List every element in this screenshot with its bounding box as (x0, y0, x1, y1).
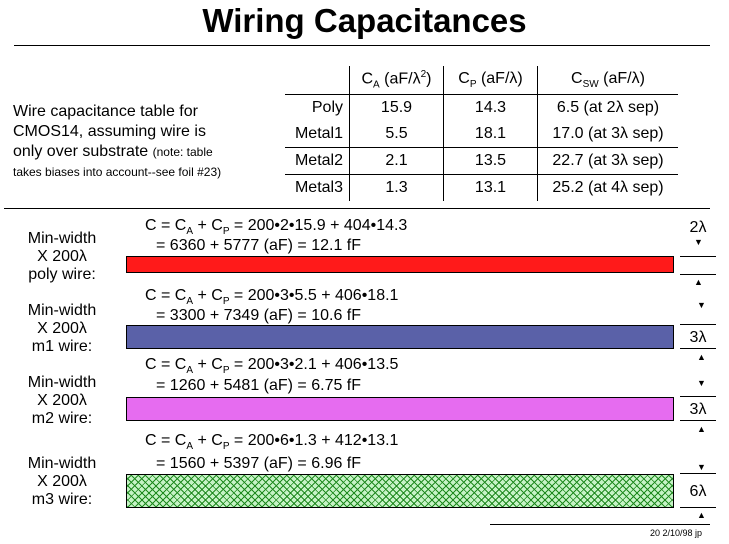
cell-cp: 13.5 (443, 147, 538, 175)
table-description: Wire capacitance table for CMOS14, assum… (13, 102, 283, 182)
arrow-up-icon: ▲ (697, 510, 706, 520)
dimension-tick (680, 396, 716, 397)
equation-m3-line1: C = CA + CP = 200•6•1.3 + 412•13.1 (145, 432, 399, 453)
description-note-continued: takes biases into account--see foil #23) (13, 165, 222, 179)
description-note: (note: table (152, 145, 213, 159)
cell-csw: 25.2 (at 4λ sep) (537, 174, 678, 201)
header-csw: CSW (aF/λ) (537, 66, 678, 95)
dimension-tick (680, 507, 716, 508)
arrow-down-icon: ▼ (697, 378, 706, 388)
dimension-tick (680, 473, 716, 474)
cell-csw: 22.7 (at 3λ sep) (537, 147, 678, 175)
arrow-up-icon: ▲ (694, 277, 703, 287)
table-header-row: CA (aF/λ2) CP (aF/λ) CSW (aF/λ) (285, 66, 678, 95)
table-row: Metal2 2.1 13.5 22.7 (at 3λ sep) (285, 147, 678, 175)
cell-csw: 6.5 (at 2λ sep) (537, 94, 678, 121)
m1-wire-bar (126, 325, 674, 349)
arrow-up-icon: ▲ (697, 424, 706, 434)
footer-text: 20 2/10/98 jp (650, 528, 703, 538)
table-row: Poly 15.9 14.3 6.5 (at 2λ sep) (285, 94, 678, 121)
width-label-m1: 3λ (689, 329, 707, 346)
dimension-tick (680, 256, 716, 257)
equation-m2-line2: = 1260 + 5481 (aF) = 6.75 fF (156, 377, 362, 394)
table-row: Metal1 5.5 18.1 17.0 (at 3λ sep) (285, 121, 678, 148)
width-dimension-poly: 2λ ▼ (680, 220, 716, 276)
table-corner (285, 66, 350, 95)
width-label-m3: 6λ (689, 483, 707, 500)
cell-cp: 14.3 (443, 94, 538, 121)
width-label-m2: 3λ (689, 401, 707, 418)
equation-poly-line2: = 6360 + 5777 (aF) = 12.1 fF (156, 237, 362, 254)
dimension-tick (680, 348, 716, 349)
dimension-tick (680, 420, 716, 421)
wire-label-m3: Min-width X 200λ m3 wire: (27, 455, 97, 508)
m2-wire-bar (126, 397, 674, 421)
table-row: Metal3 1.3 13.1 25.2 (at 4λ sep) (285, 174, 678, 201)
wire-label-poly: Min-width X 200λ poly wire: (27, 230, 97, 283)
arrow-down-icon: ▼ (694, 237, 703, 247)
arrow-up-icon: ▲ (697, 352, 706, 362)
equation-m3-line2: = 1560 + 5397 (aF) = 6.96 fF (156, 455, 362, 472)
dimension-tick (680, 324, 716, 325)
row-layer: Metal3 (294, 179, 343, 196)
description-line-2: CMOS14, assuming wire is (13, 123, 206, 140)
poly-wire-bar (126, 256, 674, 273)
description-line-1: Wire capacitance table for (13, 103, 198, 120)
cell-cp: 18.1 (443, 121, 538, 148)
page-title: Wiring Capacitances (202, 2, 527, 39)
row-layer: Poly (311, 99, 343, 116)
description-line-3: only over substrate (13, 143, 149, 160)
capacitance-table: CA (aF/λ2) CP (aF/λ) CSW (aF/λ) Poly 15.… (285, 66, 678, 201)
row-layer: Metal2 (285, 147, 350, 175)
wire-label-m1: Min-width X 200λ m1 wire: (27, 302, 97, 355)
cell-csw: 17.0 (at 3λ sep) (537, 121, 678, 148)
footer-rule (490, 524, 710, 525)
header-cp: CP (aF/λ) (443, 66, 538, 95)
cell-ca: 2.1 (349, 147, 444, 175)
title-rule (14, 45, 710, 46)
equation-m1-line2: = 3300 + 7349 (aF) = 10.6 fF (156, 307, 362, 324)
arrow-down-icon: ▼ (697, 300, 706, 310)
m3-wire-bar (126, 474, 674, 508)
width-label: 2λ (680, 220, 716, 236)
cell-ca: 1.3 (349, 174, 444, 201)
cell-ca: 15.9 (349, 94, 444, 121)
arrow-down-icon: ▼ (697, 462, 706, 472)
dimension-tick (680, 274, 716, 275)
row-layer: Metal1 (285, 121, 350, 148)
equation-m1-line1: C = CA + CP = 200•3•5.5 + 406•18.1 (145, 287, 399, 308)
cell-ca: 5.5 (349, 121, 444, 148)
header-ca: CA (aF/λ2) (349, 66, 444, 95)
equation-m2-line1: C = CA + CP = 200•3•2.1 + 406•13.5 (145, 356, 399, 377)
cell-cp: 13.1 (443, 174, 538, 201)
wire-label-m2: Min-width X 200λ m2 wire: (27, 374, 97, 427)
section-rule (4, 208, 710, 209)
equation-poly-line1: C = CA + CP = 200•2•15.9 + 404•14.3 (145, 217, 408, 238)
